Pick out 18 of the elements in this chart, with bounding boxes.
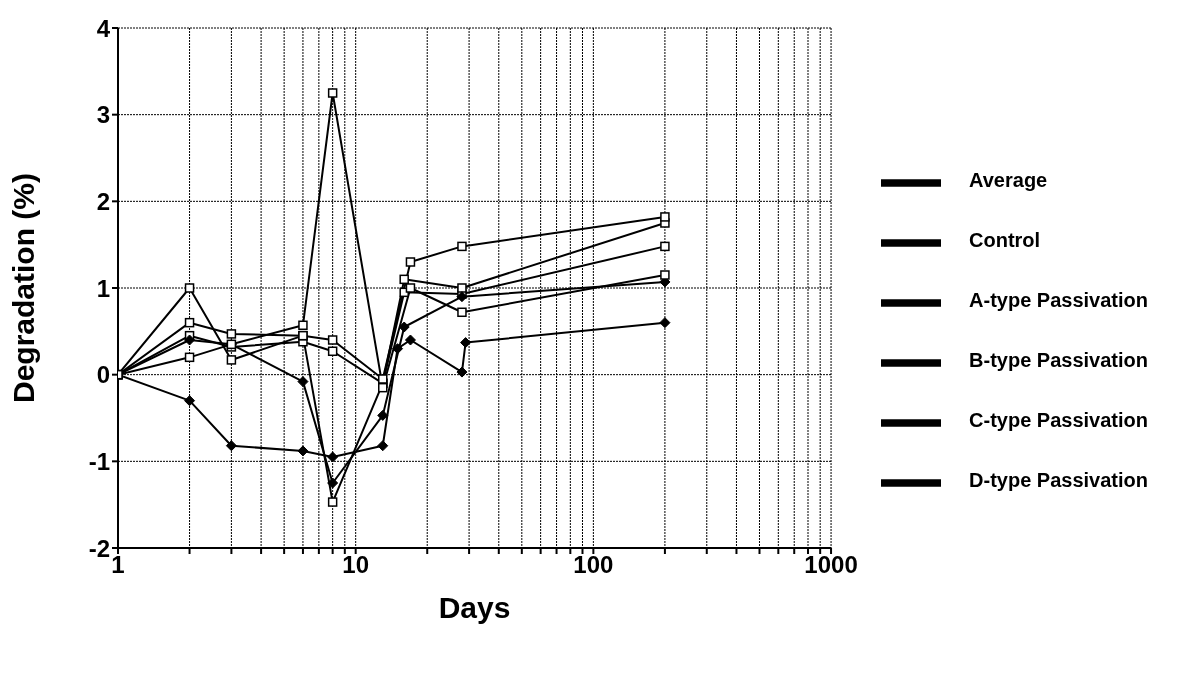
y-tick-label: 0 <box>96 361 110 389</box>
y-axis-title: Degradation (%) <box>6 172 40 404</box>
legend-label: Average <box>969 169 1048 192</box>
x-tick-label: 10 <box>342 551 370 579</box>
legend-label: D-type Passivation <box>969 469 1148 492</box>
y-tick-label: 1 <box>96 274 110 302</box>
legend-label: C-type Passivation <box>969 409 1148 432</box>
x-axis-title: Days <box>438 591 511 624</box>
y-tick-label: 3 <box>96 101 110 129</box>
x-tick-label: 1000 <box>804 551 858 579</box>
legend-label: Control <box>969 229 1041 252</box>
y-tick-label: -2 <box>88 534 110 562</box>
legend-label: A-type Passivation <box>969 289 1148 312</box>
legend-label: B-type Passivation <box>969 349 1148 372</box>
y-tick-label: 4 <box>96 14 111 42</box>
x-tick-label: 100 <box>573 551 614 579</box>
y-tick-label: -1 <box>88 447 110 475</box>
y-tick-label: 2 <box>96 187 110 215</box>
